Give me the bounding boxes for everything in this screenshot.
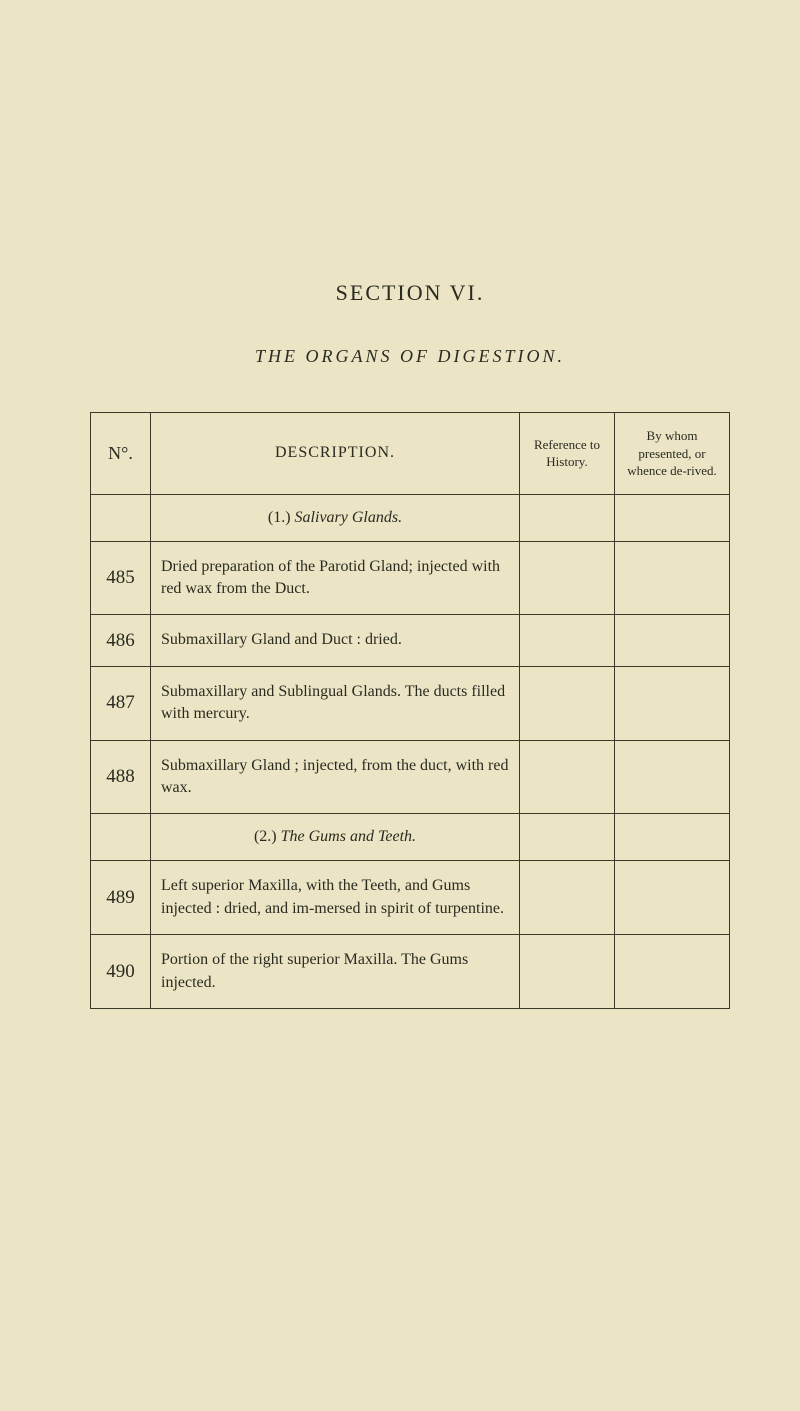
entry-by-whom	[615, 935, 730, 1009]
table-row: 490 Portion of the right superior Maxill…	[91, 935, 730, 1009]
main-table: N°. DESCRIPTION. Reference to History. B…	[90, 412, 730, 1009]
section-title: SECTION VI.	[90, 280, 730, 306]
section-subtitle: THE ORGANS OF DIGESTION.	[90, 346, 730, 367]
header-by-whom: By whom presented, or whence de-rived.	[615, 413, 730, 495]
entry-reference	[520, 541, 615, 615]
subsection-row: (1.) Salivary Glands.	[91, 494, 730, 541]
entry-reference	[520, 615, 615, 666]
table-row: 489 Left superior Maxilla, with the Teet…	[91, 861, 730, 935]
table-row: 487 Submaxillary and Sublingual Glands. …	[91, 666, 730, 740]
table-header-row: N°. DESCRIPTION. Reference to History. B…	[91, 413, 730, 495]
entry-description: Portion of the right superior Maxilla. T…	[151, 935, 520, 1009]
subsection-row: (2.) The Gums and Teeth.	[91, 814, 730, 861]
entry-reference	[520, 666, 615, 740]
entry-description: Dried preparation of the Parotid Gland; …	[151, 541, 520, 615]
page: SECTION VI. THE ORGANS OF DIGESTION. N°.…	[0, 0, 800, 1411]
subsection-whom-cell	[615, 494, 730, 541]
entry-by-whom	[615, 740, 730, 814]
entry-reference	[520, 740, 615, 814]
entry-no: 486	[91, 615, 151, 666]
entry-no: 485	[91, 541, 151, 615]
subsection-ref-cell	[520, 814, 615, 861]
entry-no: 490	[91, 935, 151, 1009]
entry-no: 488	[91, 740, 151, 814]
entry-by-whom	[615, 666, 730, 740]
table-row: 485 Dried preparation of the Parotid Gla…	[91, 541, 730, 615]
entry-description: Left superior Maxilla, with the Teeth, a…	[151, 861, 520, 935]
subsection-label: (2.) The Gums and Teeth.	[151, 814, 520, 861]
entry-by-whom	[615, 615, 730, 666]
subsection-italic: The Gums and Teeth.	[281, 828, 416, 845]
subsection-no-cell	[91, 814, 151, 861]
subsection-prefix: (2.)	[254, 828, 281, 845]
entry-description: Submaxillary and Sublingual Glands. The …	[151, 666, 520, 740]
header-description: DESCRIPTION.	[151, 413, 520, 495]
subsection-label: (1.) Salivary Glands.	[151, 494, 520, 541]
subsection-whom-cell	[615, 814, 730, 861]
subsection-ref-cell	[520, 494, 615, 541]
entry-description: Submaxillary Gland and Duct : dried.	[151, 615, 520, 666]
entry-by-whom	[615, 861, 730, 935]
entry-reference	[520, 861, 615, 935]
table-row: 486 Submaxillary Gland and Duct : dried.	[91, 615, 730, 666]
header-no: N°.	[91, 413, 151, 495]
subsection-prefix: (1.)	[268, 509, 295, 526]
entry-no: 489	[91, 861, 151, 935]
table-row: 488 Submaxillary Gland ; injected, from …	[91, 740, 730, 814]
entry-by-whom	[615, 541, 730, 615]
entry-reference	[520, 935, 615, 1009]
subsection-italic: Salivary Glands.	[295, 509, 403, 526]
entry-no: 487	[91, 666, 151, 740]
entry-description: Submaxillary Gland ; injected, from the …	[151, 740, 520, 814]
header-reference: Reference to History.	[520, 413, 615, 495]
subsection-no-cell	[91, 494, 151, 541]
